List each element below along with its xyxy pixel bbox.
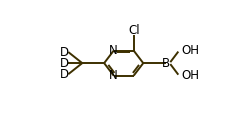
Text: D: D bbox=[60, 68, 69, 81]
Text: D: D bbox=[60, 46, 69, 59]
Text: OH: OH bbox=[181, 44, 199, 57]
Text: B: B bbox=[162, 57, 170, 70]
Text: N: N bbox=[109, 69, 118, 82]
Text: Cl: Cl bbox=[128, 24, 139, 37]
Text: N: N bbox=[109, 44, 118, 57]
Text: OH: OH bbox=[181, 69, 199, 82]
Text: D: D bbox=[60, 57, 69, 70]
